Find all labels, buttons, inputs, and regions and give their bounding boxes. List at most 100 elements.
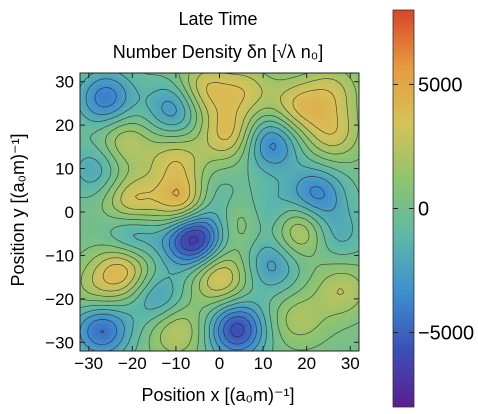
- heatmap-cell: [165, 107, 170, 113]
- heatmap-cell: [355, 254, 359, 259]
- heatmap-cell: [235, 169, 240, 174]
- heatmap-cell: [188, 223, 193, 229]
- heatmap-cell: [266, 304, 271, 310]
- heatmap-cell: [111, 169, 116, 174]
- heatmap-cell: [227, 188, 232, 194]
- heatmap-cell: [107, 316, 112, 321]
- heatmap-cell: [122, 289, 128, 294]
- heatmap-cell: [227, 250, 232, 256]
- heatmap-cell: [277, 231, 283, 236]
- heatmap-cell: [99, 262, 104, 267]
- heatmap-cell: [335, 107, 341, 113]
- heatmap-cell: [95, 188, 100, 194]
- heatmap-cell: [227, 80, 232, 86]
- heatmap-cell: [262, 80, 267, 86]
- heatmap-cell: [215, 308, 221, 313]
- heatmap-cell: [188, 188, 193, 194]
- heatmap-cell: [351, 157, 356, 163]
- heatmap-cell: [157, 127, 162, 132]
- heatmap-cell: [235, 262, 240, 267]
- heatmap-cell: [99, 200, 104, 205]
- heatmap-cell: [87, 289, 93, 294]
- heatmap-cell: [196, 219, 201, 225]
- heatmap-cell: [80, 262, 85, 267]
- heatmap-cell: [316, 239, 321, 244]
- heatmap-cell: [320, 300, 325, 306]
- heatmap-cell: [184, 200, 190, 205]
- heatmap-cell: [297, 138, 302, 144]
- heatmap-cell: [293, 196, 298, 202]
- heatmap-cell: [192, 150, 197, 155]
- heatmap-cell: [95, 250, 100, 256]
- heatmap-cell: [308, 111, 314, 117]
- heatmap-cell: [87, 227, 93, 232]
- heatmap-cell: [95, 266, 100, 271]
- heatmap-cell: [118, 281, 124, 286]
- heatmap-cell: [196, 196, 201, 202]
- heatmap-cell: [142, 165, 147, 171]
- heatmap-cell: [269, 262, 275, 267]
- heatmap-cell: [99, 246, 104, 252]
- heatmap-cell: [219, 157, 224, 163]
- heatmap-cell: [347, 219, 352, 225]
- heatmap-cell: [107, 331, 112, 337]
- heatmap-cell: [281, 173, 286, 178]
- heatmap-cell: [107, 146, 112, 151]
- heatmap-cell: [184, 177, 190, 182]
- heatmap-cell: [343, 177, 348, 182]
- heatmap-cell: [157, 80, 162, 86]
- heatmap-cell: [219, 96, 224, 101]
- heatmap-cell: [308, 235, 314, 240]
- heatmap-cell: [242, 320, 248, 325]
- heatmap-cell: [316, 150, 321, 155]
- heatmap-cell: [269, 169, 275, 174]
- heatmap-cell: [118, 289, 124, 294]
- heatmap-cell: [149, 308, 155, 313]
- heatmap-cell: [262, 239, 267, 244]
- heatmap-cell: [285, 161, 290, 167]
- heatmap-cell: [126, 323, 131, 329]
- heatmap-cell: [351, 335, 356, 341]
- heatmap-cell: [207, 312, 213, 317]
- heatmap-cell: [339, 173, 345, 178]
- heatmap-cell: [316, 227, 321, 232]
- heatmap-cell: [215, 239, 221, 244]
- heatmap-cell: [269, 312, 275, 317]
- heatmap-cell: [165, 177, 170, 182]
- heatmap-cell: [192, 115, 197, 120]
- heatmap-cell: [254, 73, 259, 78]
- heatmap-cell: [91, 227, 97, 232]
- heatmap-cell: [293, 289, 298, 294]
- heatmap-cell: [289, 169, 294, 174]
- heatmap-cell: [339, 285, 345, 290]
- heatmap-cell: [339, 142, 345, 147]
- heatmap-cell: [347, 181, 352, 186]
- heatmap-cell: [266, 173, 271, 178]
- heatmap-cell: [312, 293, 317, 298]
- heatmap-cell: [308, 165, 314, 171]
- heatmap-cell: [343, 327, 348, 333]
- heatmap-cell: [254, 277, 259, 283]
- heatmap-cell: [153, 84, 159, 90]
- heatmap-cell: [258, 177, 263, 182]
- heatmap-cell: [351, 308, 356, 313]
- heatmap-cell: [297, 219, 302, 225]
- heatmap-cell: [339, 80, 345, 86]
- heatmap-cell: [200, 281, 205, 286]
- heatmap-cell: [289, 285, 294, 290]
- heatmap-cell: [335, 138, 341, 144]
- heatmap-cell: [126, 142, 131, 147]
- heatmap-cell: [192, 246, 197, 252]
- heatmap-cell: [169, 169, 174, 174]
- heatmap-cell: [297, 235, 302, 240]
- heatmap-cell: [165, 157, 170, 163]
- heatmap-cell: [111, 320, 116, 325]
- heatmap-cell: [343, 235, 348, 240]
- heatmap-cell: [188, 100, 193, 105]
- heatmap-cell: [266, 184, 271, 190]
- heatmap-cell: [351, 219, 356, 225]
- heatmap-cell: [351, 188, 356, 194]
- heatmap-cell: [169, 246, 174, 252]
- heatmap-cell: [293, 161, 298, 167]
- heatmap-cell: [142, 327, 147, 333]
